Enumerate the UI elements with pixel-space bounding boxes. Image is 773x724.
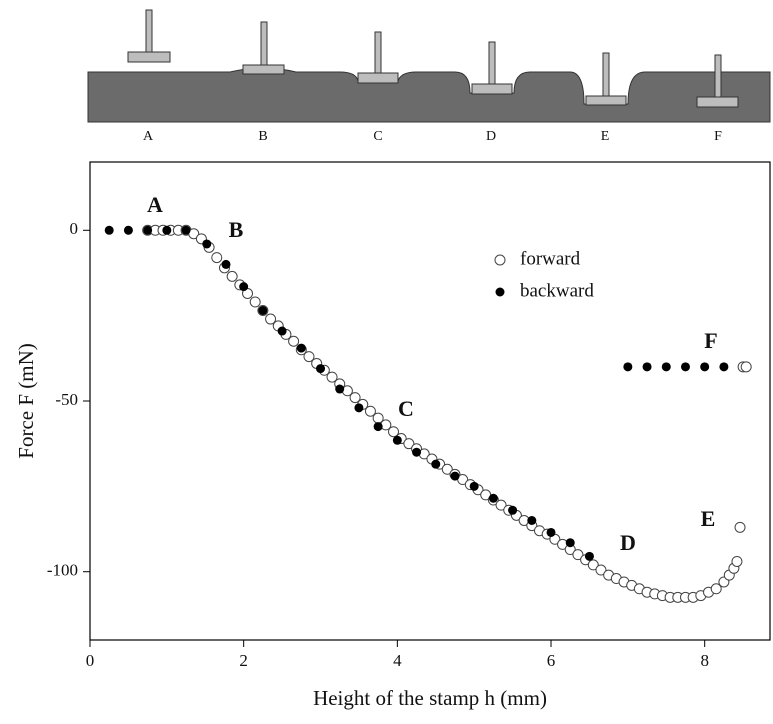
point [211,252,223,264]
point [572,549,584,561]
point [469,481,479,491]
point [587,559,599,571]
point [546,527,556,537]
point [335,384,345,394]
point [373,422,383,432]
point [508,505,518,515]
point [143,225,153,235]
substrate [87,67,771,123]
point [623,362,633,372]
point [303,351,315,363]
point [104,225,114,235]
y-axis-label: Force F (mN) [14,343,38,458]
point [326,371,338,383]
point [731,555,743,567]
stamps [127,9,739,108]
point [249,296,261,308]
y-tick-label: -100 [47,561,78,580]
point [349,392,361,404]
point [296,343,306,353]
x-tick-label: 4 [393,651,402,670]
point [661,362,671,372]
point [288,335,300,347]
point [495,499,507,511]
x-tick-label: 2 [239,651,248,670]
point [239,282,249,292]
point [700,362,710,372]
y-tick-label: 0 [70,219,79,238]
point [642,362,652,372]
point [202,239,212,249]
point [680,362,690,372]
annotation: F [704,328,717,353]
point [388,426,400,438]
x-tick-label: 8 [700,651,709,670]
point [710,583,722,595]
point [431,459,441,469]
legend: forward backward [494,248,594,301]
point [527,516,537,525]
schematic-label: B [258,129,267,144]
point [403,438,415,450]
annotation: C [398,396,414,421]
point [265,313,277,325]
point [277,326,287,336]
point [488,493,498,503]
schematic-label: F [714,129,722,144]
point [364,405,376,417]
series [142,224,752,603]
x-axis-label: Height of the stamp h (mm) [313,686,547,710]
point [584,551,594,561]
point [441,463,453,475]
point [392,435,402,445]
annotation: B [229,217,244,242]
schematic-labels: A B C D E F [143,129,722,144]
schematic-label: C [373,129,382,144]
point [719,362,729,372]
chart: 0 -50 -100 0 2 4 6 8 Height of the stamp h (mm) F… [14,161,771,710]
point [162,225,172,235]
annotation: A [147,192,163,217]
point [181,225,191,235]
schematic [87,9,771,123]
point [450,471,460,481]
point [495,287,505,297]
y-tick-label: -50 [55,390,78,409]
point [740,361,752,373]
legend-label: backward [520,280,594,301]
annotation: D [620,530,636,555]
schematic-label: A [143,129,154,144]
point [412,447,422,457]
point [258,306,268,316]
schematic-label: E [601,129,610,144]
point [123,225,133,235]
point [734,521,746,533]
point [595,564,607,576]
schematic-label: D [486,129,496,144]
point [494,254,506,266]
point [221,259,231,269]
x-tick-label: 6 [547,651,556,670]
point [316,364,326,374]
legend-label: forward [520,248,581,269]
series [104,225,729,561]
point [565,538,575,548]
point [354,403,364,413]
point [226,270,238,282]
x-tick-label: 0 [86,651,95,670]
annotation: E [701,506,716,531]
